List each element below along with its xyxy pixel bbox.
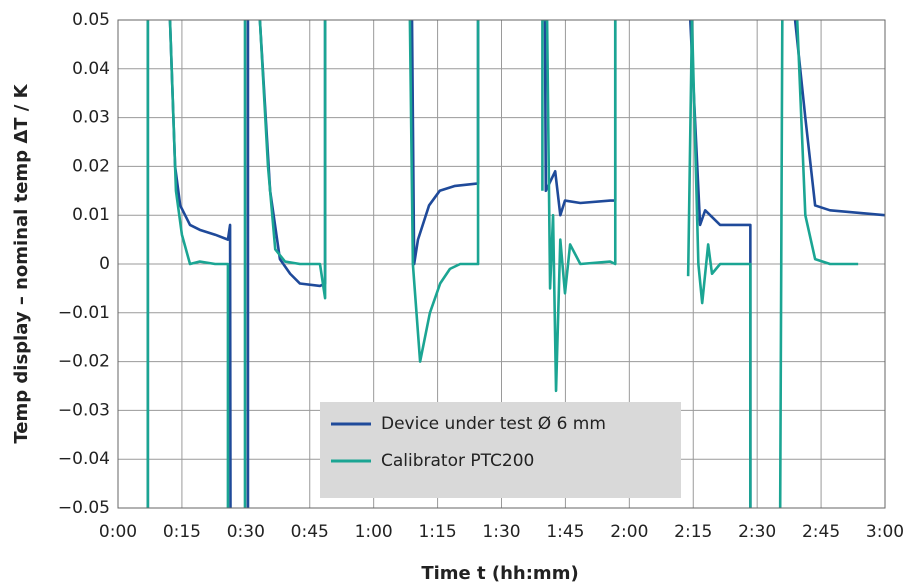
x-tick-label: 1:00	[355, 522, 393, 542]
legend-label: Calibrator PTC200	[381, 451, 534, 471]
y-tick-label: 0.01	[72, 205, 110, 225]
x-tick-label: 1:45	[546, 522, 584, 542]
y-tick-label: 0.04	[72, 59, 110, 79]
legend-box	[320, 402, 681, 498]
x-tick-label: 0:15	[163, 522, 201, 542]
y-tick-label: −0.01	[58, 303, 110, 323]
y-tick-label: 0.03	[72, 108, 110, 128]
y-tick-label: 0	[99, 254, 110, 274]
plot-lines	[146, 20, 885, 508]
x-tick-label: 1:30	[482, 522, 520, 542]
y-tick-label: −0.02	[58, 352, 110, 372]
legend: Device under test Ø 6 mm Calibrator PTC20…	[320, 402, 681, 498]
tick-labels: 0.05 0.04 0.03 0.02 0.01 0 −0.01 −0.02 −0.03 −0.0…	[58, 10, 904, 542]
x-tick-label: 0:30	[227, 522, 265, 542]
x-tick-label: 2:45	[802, 522, 840, 542]
x-tick-label: 1:15	[418, 522, 456, 542]
x-tick-label: 3:00	[866, 522, 904, 542]
y-axis-title: Temp display – nominal temp ΔT / K	[11, 83, 32, 443]
x-tick-label: 2:30	[738, 522, 776, 542]
y-tick-label: −0.04	[58, 449, 110, 469]
x-tick-label: 0:45	[291, 522, 329, 542]
x-tick-label: 2:15	[674, 522, 712, 542]
x-axis-title: Time t (hh:mm)	[421, 563, 578, 584]
y-tick-label: 0.05	[72, 10, 110, 30]
plot-frame	[117, 19, 886, 509]
y-tick-label: −0.05	[58, 498, 110, 518]
y-tick-label: −0.03	[58, 400, 110, 420]
x-tick-label: 0:00	[99, 522, 137, 542]
legend-label: Device under test Ø 6 mm	[381, 414, 606, 434]
y-tick-label: 0.02	[72, 156, 110, 176]
series-line	[146, 20, 859, 508]
x-tick-label: 2:00	[610, 522, 648, 542]
